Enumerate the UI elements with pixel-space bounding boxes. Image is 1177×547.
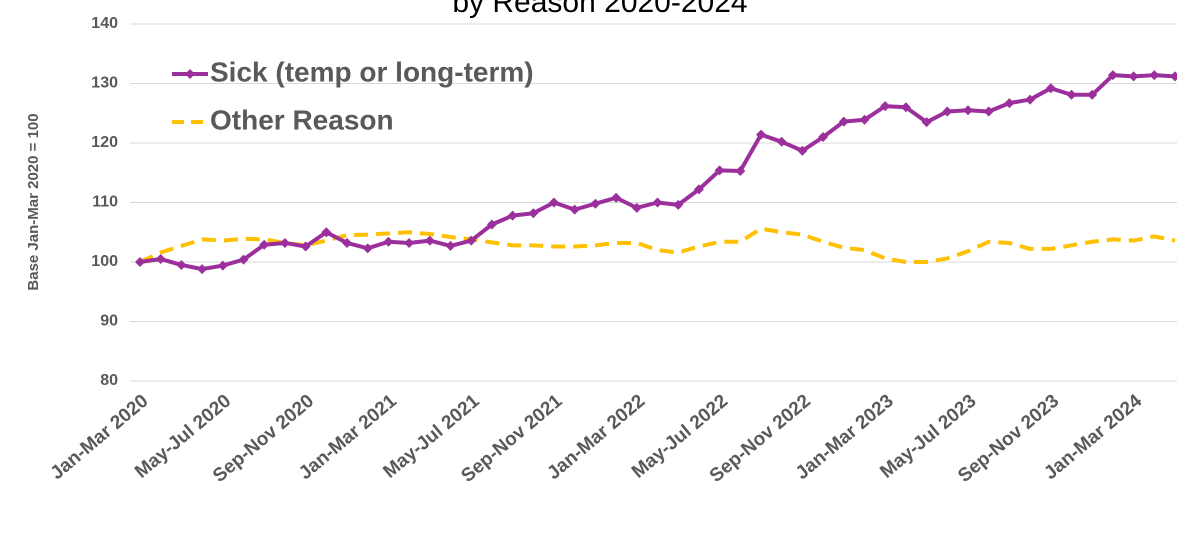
point-marker [135,257,145,267]
point-marker [486,219,497,230]
y-tick-label: 90 [100,313,118,330]
point-marker [424,235,435,246]
point-marker [590,198,601,209]
point-marker [900,102,911,113]
point-marker [197,264,208,275]
legend-label: Sick (temp or long-term) [210,56,534,87]
y-tick-label: 110 [92,194,118,211]
y-tick-label: 120 [91,134,118,151]
point-marker [155,254,166,265]
point-marker [528,208,539,219]
point-marker [1149,70,1160,81]
point-marker [404,237,415,248]
chart-title: by Reason 2020-2024 [452,0,747,19]
point-marker [693,184,704,195]
legend-label: Other Reason [210,104,394,135]
point-marker [963,105,973,116]
y-tick-label: 140 [91,15,118,32]
point-marker [838,116,849,127]
y-tick-label: 100 [91,253,118,270]
point-marker [259,239,270,250]
point-marker [1004,98,1015,109]
point-marker [776,136,787,147]
point-marker [342,237,352,248]
point-marker [362,243,373,254]
point-marker [466,235,477,246]
point-marker [1107,70,1118,81]
y-tick-label: 130 [91,75,118,92]
point-marker [549,197,559,208]
point-marker [983,106,994,117]
point-marker [921,117,932,128]
point-marker [1066,89,1077,100]
point-marker [1025,94,1036,105]
point-marker [652,197,663,208]
point-marker [217,260,228,271]
point-marker [445,240,456,251]
point-marker [611,192,622,203]
point-marker [673,199,684,210]
point-marker [859,114,870,125]
point-marker [714,165,725,176]
point-marker [1170,71,1177,82]
point-marker [880,101,891,112]
point-marker [735,165,746,176]
point-marker [942,106,953,117]
legend-marker [185,69,195,79]
point-marker [756,129,766,140]
point-marker [1045,83,1056,94]
point-marker [321,227,332,238]
point-marker [300,241,311,252]
point-marker [507,210,518,221]
point-marker [818,132,829,143]
point-marker [569,204,580,215]
point-marker [797,145,808,156]
point-marker [238,254,249,265]
y-axis-label: Base Jan-Mar 2020 = 100 [25,113,42,290]
point-marker [1128,71,1139,82]
point-marker [631,202,642,213]
y-tick-label: 80 [100,372,118,389]
point-marker [383,236,394,247]
point-marker [1087,89,1098,100]
point-marker [279,237,290,248]
point-marker [176,259,187,270]
